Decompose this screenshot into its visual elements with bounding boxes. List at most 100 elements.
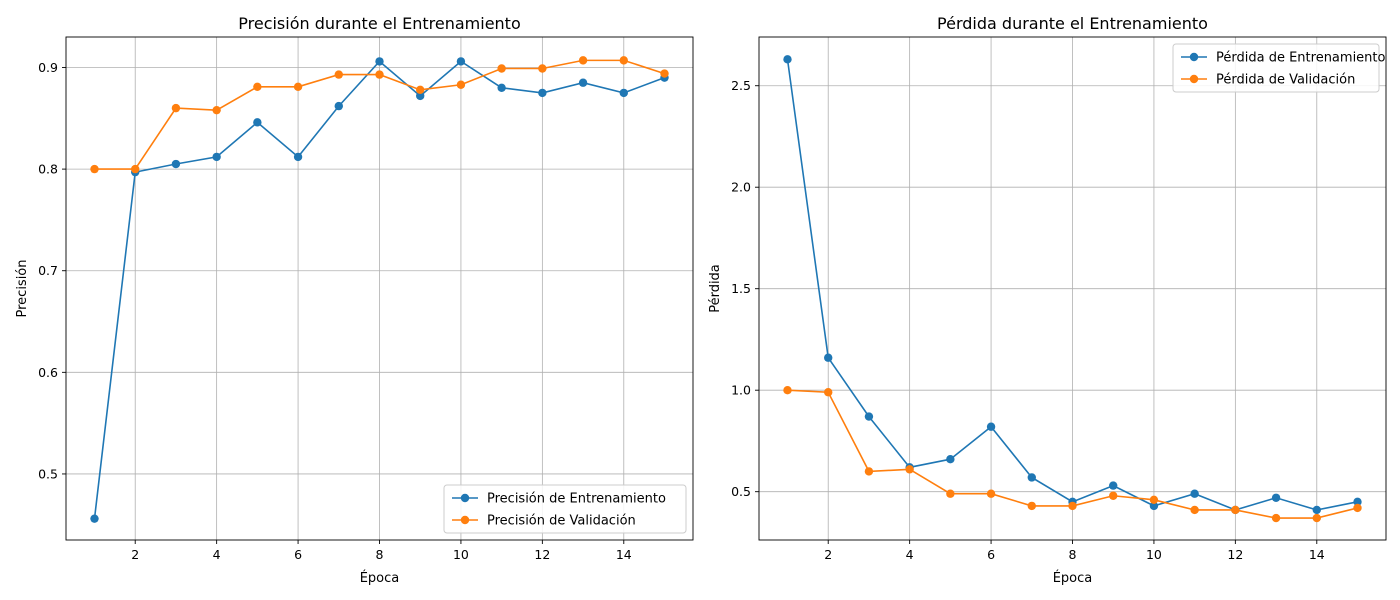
data-point: [1353, 503, 1362, 513]
data-point: [986, 422, 996, 431]
data-point: [824, 388, 833, 397]
data-point: [253, 82, 262, 91]
data-point: [90, 514, 99, 523]
series-1: [90, 56, 669, 174]
data-point: [1109, 491, 1118, 500]
x-tick-label: 4: [906, 547, 914, 562]
legend-box: [443, 484, 687, 534]
data-point: [1231, 505, 1240, 515]
data-point: [212, 152, 221, 162]
x-tick-label: 6: [294, 547, 302, 562]
x-tick-label: 10: [1146, 547, 1162, 562]
legend-marker: [460, 515, 470, 525]
legend-label: Precisión de Entrenamiento: [487, 492, 666, 507]
data-point: [619, 88, 628, 98]
x-tick-label: 2: [131, 547, 139, 562]
data-point: [375, 57, 384, 66]
x-axis-label: Época: [1053, 570, 1093, 586]
y-tick-label: 0.7: [38, 263, 58, 278]
data-point: [1149, 495, 1159, 505]
x-tick-label: 4: [213, 547, 221, 562]
legend-box: [1172, 43, 1380, 93]
data-point: [578, 56, 588, 65]
x-tick-label: 14: [616, 547, 632, 562]
data-point: [1027, 501, 1036, 511]
y-tick-label: 2.5: [731, 78, 751, 93]
data-point: [864, 467, 874, 476]
data-point: [212, 105, 221, 115]
x-tick-label: 8: [376, 547, 384, 562]
data-point: [1190, 489, 1199, 498]
data-point: [824, 353, 833, 362]
data-point: [660, 69, 669, 78]
data-point: [783, 55, 792, 64]
data-point: [619, 56, 628, 65]
chart-title: Pérdida durante el Entrenamiento: [937, 14, 1208, 33]
y-tick-label: 0.8: [38, 162, 58, 177]
legend-item: Precisión de Entrenamiento: [452, 492, 666, 507]
data-point: [1312, 513, 1321, 523]
y-tick-label: 1.5: [731, 281, 751, 296]
data-point: [905, 465, 914, 474]
data-point: [1312, 505, 1321, 515]
data-point: [864, 412, 874, 421]
x-tick-label: 14: [1309, 547, 1325, 562]
data-point: [456, 80, 466, 89]
y-axis-label: Pérdida: [708, 264, 723, 313]
data-point: [1271, 513, 1281, 523]
y-tick-label: 0.5: [38, 466, 58, 481]
data-point: [1027, 473, 1036, 482]
data-point: [1068, 501, 1077, 511]
data-point: [334, 70, 343, 79]
data-point: [578, 78, 588, 87]
legend-item: Pérdida de Validación: [1181, 73, 1355, 88]
y-axis-label: Precisión: [15, 259, 30, 317]
x-tick-label: 12: [534, 547, 550, 562]
chart-title: Precisión durante el Entrenamiento: [238, 14, 521, 33]
data-point: [171, 159, 181, 169]
data-point: [497, 83, 506, 93]
data-point: [946, 489, 955, 498]
x-tick-label: 12: [1227, 547, 1243, 562]
y-tick-label: 2.0: [731, 180, 751, 195]
y-tick-label: 0.6: [38, 365, 58, 380]
legend: Pérdida de Entrenamiento Pérdida de Valid…: [1172, 43, 1386, 93]
legend-item: Pérdida de Entrenamiento: [1181, 51, 1386, 66]
data-point: [293, 82, 303, 91]
data-point: [131, 164, 140, 174]
y-tick-label: 0.5: [731, 484, 751, 499]
y-tick-label: 1.0: [731, 383, 751, 398]
accuracy-chart: 2 4 6 8 10 12 14 0.5 0.6 0.7 0.8 0.9 Precisión duran…: [15, 14, 694, 586]
legend-label: Precisión de Validación: [487, 514, 636, 529]
data-point: [986, 489, 996, 498]
data-point: [1190, 505, 1199, 515]
data-point: [538, 64, 547, 73]
data-point: [253, 118, 262, 127]
legend-label: Pérdida de Entrenamiento: [1216, 51, 1386, 66]
data-point: [1149, 501, 1159, 511]
data-point: [538, 88, 547, 98]
data-point: [334, 101, 343, 111]
data-point: [1109, 481, 1118, 490]
series-1: [783, 385, 1362, 523]
legend-label: Pérdida de Validación: [1216, 73, 1355, 88]
legend: Precisión de Entrenamiento Precisión de V…: [443, 484, 687, 534]
grid: [66, 37, 693, 540]
grid: [759, 37, 1386, 540]
data-point: [416, 85, 425, 95]
legend-item: Precisión de Validación: [452, 514, 636, 529]
x-tick-label: 10: [453, 547, 469, 562]
legend-marker: [1189, 52, 1199, 62]
data-point: [293, 152, 303, 162]
data-point: [783, 385, 792, 395]
x-tick-label: 2: [824, 547, 832, 562]
x-axis-label: Época: [360, 570, 400, 586]
data-point: [497, 64, 506, 73]
data-point: [90, 164, 99, 174]
legend-marker: [460, 493, 470, 503]
data-point: [456, 57, 466, 66]
data-point: [1353, 497, 1362, 507]
data-point: [375, 70, 384, 79]
legend-marker: [1189, 74, 1199, 84]
